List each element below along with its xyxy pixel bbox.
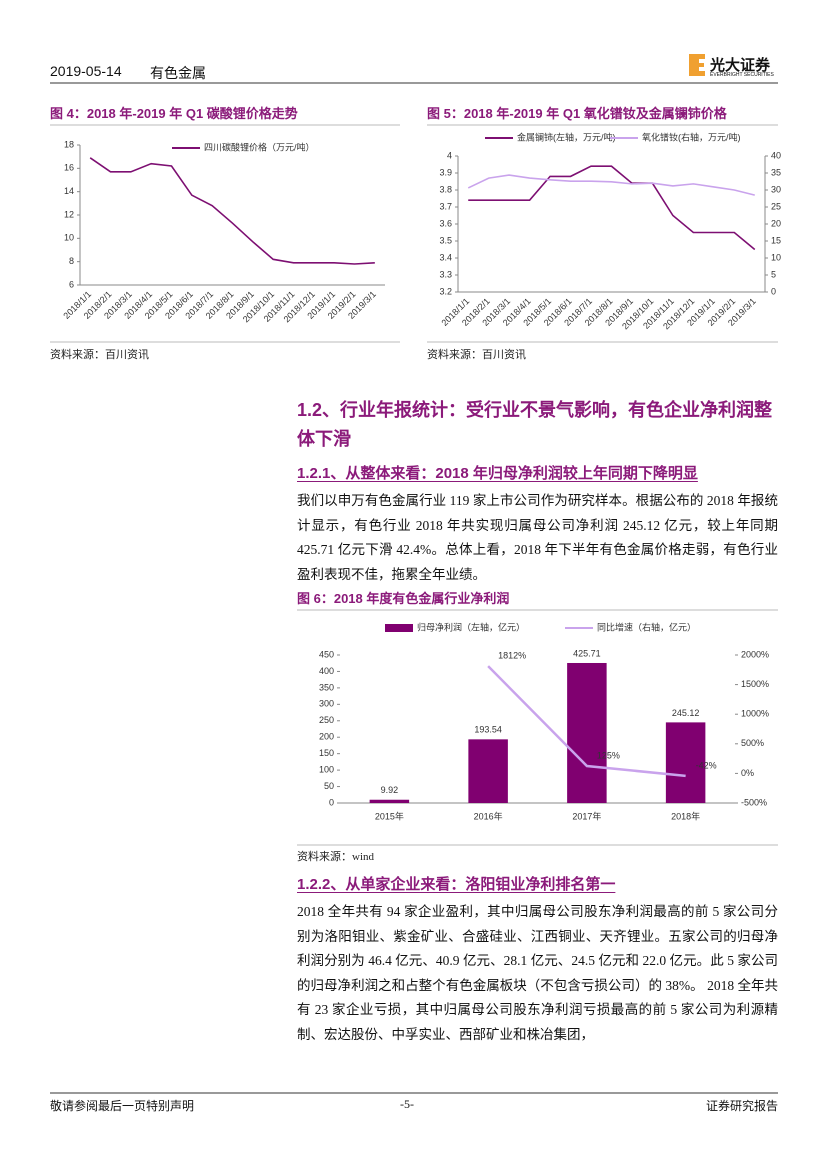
line-series (487, 665, 686, 778)
section-heading: 1.2、行业年报统计：受行业不景气影响，有色企业净利润整体下滑 (297, 400, 773, 449)
y2-tick-label: 40 (771, 150, 781, 160)
line-series (468, 165, 756, 251)
y-tick-label: 3.4 (439, 252, 452, 262)
data-label: 9.92 (381, 785, 399, 795)
data-label: 125% (597, 750, 620, 760)
y-tick-label: 3.7 (439, 201, 452, 211)
bar (369, 799, 410, 803)
y2-tick-label: 500% (741, 738, 764, 748)
header-sector: 有色金属 (150, 67, 206, 82)
legend-label: 金属镧铈(左轴，万元/吨) (517, 131, 616, 142)
y-tick-label: 16 (64, 163, 74, 173)
x-tick-label: 2017年 (572, 810, 601, 821)
y-tick-label: 3.6 (439, 218, 452, 228)
figure-caption: 图 4：2018 年-2019 年 Q1 碳酸锂价格走势 (50, 106, 298, 121)
data-label: 1812% (498, 651, 526, 661)
legend-label: 归母净利润（左轴，亿元） (417, 621, 525, 632)
data-label: -42% (696, 760, 717, 770)
y2-tick-label: 10 (771, 252, 781, 262)
x-tick-label: 2018年 (671, 810, 700, 821)
y2-tick-label: 5 (771, 269, 776, 279)
bar (468, 739, 508, 803)
subsection-heading: 1.2.1、从整体来看：2018 年归母净利润较上年同期下降明显 (297, 465, 698, 482)
footer-disclaimer: 敬请参阅最后一页特别声明 (50, 1099, 195, 1113)
y2-tick-label: 0% (741, 768, 754, 778)
subsection-heading: 1.2.2、从单家企业来看：洛阳钼业净利排名第一 (297, 876, 616, 893)
y-tick-label: 18 (64, 139, 74, 149)
y-tick-label: 150 (319, 748, 334, 758)
paragraph: 我们以申万有色金属行业 119 家上市公司作为研究样本。根据公布的 2018 年… (297, 493, 778, 582)
y-tick-label: 450 (319, 649, 334, 659)
logo-text: 光大证券 (710, 58, 771, 74)
y-tick-label: 250 (319, 715, 334, 725)
y-tick-label: 3.3 (439, 269, 452, 279)
x-tick-label: 2015年 (375, 810, 404, 821)
y-tick-label: 300 (319, 699, 334, 709)
y-tick-label: 3.8 (439, 184, 452, 194)
logo-icon (689, 54, 705, 76)
figure-source: 资料来源：百川资讯 (427, 349, 526, 361)
legend-swatch (385, 624, 413, 632)
y2-tick-label: 20 (771, 218, 781, 228)
data-label: 425.71 (573, 648, 601, 658)
header-date: 2019-05-14 (50, 63, 122, 79)
y-tick-label: 10 (64, 233, 74, 243)
y2-tick-label: 15 (771, 235, 781, 245)
y-tick-label: 3.9 (439, 167, 452, 177)
y-tick-label: 50 (324, 781, 334, 791)
line-series (89, 157, 375, 265)
legend-label: 四川碳酸锂价格（万元/吨） (204, 141, 315, 152)
data-label: 193.54 (474, 725, 502, 735)
line-series (467, 174, 755, 196)
y-tick-label: 14 (64, 186, 74, 196)
y2-tick-label: 1000% (741, 709, 769, 719)
bar (567, 662, 607, 803)
y2-tick-label: 0 (771, 286, 776, 296)
y-tick-label: 0 (329, 797, 334, 807)
y-tick-label: 100 (319, 764, 334, 774)
y-tick-label: 3.5 (439, 235, 452, 245)
legend-label: 同比增速（右轴，亿元） (597, 621, 696, 632)
y2-tick-label: 30 (771, 184, 781, 194)
y-tick-label: 8 (69, 256, 74, 266)
figure-caption: 图 6：2018 年度有色金属行业净利润 (297, 591, 510, 606)
y2-tick-label: 2000% (741, 649, 769, 659)
y-tick-label: 4 (447, 150, 452, 160)
y-tick-label: 3.2 (439, 286, 452, 296)
figure-source: 资料来源：百川资讯 (50, 349, 149, 361)
data-label: 245.12 (672, 708, 700, 718)
figure-caption: 图 5：2018 年-2019 年 Q1 氧化镨钕及金属镧铈价格 (427, 106, 727, 121)
y-tick-label: 6 (69, 279, 74, 289)
y2-tick-label: -500% (741, 797, 767, 807)
figure-source: 资料来源：wind (297, 851, 374, 863)
bar (665, 722, 706, 803)
paragraph: 2018 全年共有 94 家企业盈利，其中归属母公司股东净利润最高的前 5 家公… (297, 904, 778, 1042)
footer-page: -5- (400, 1097, 414, 1111)
y-tick-label: 350 (319, 682, 334, 692)
logo-subtext: EVERBRIGHT SECURITIES (710, 72, 774, 78)
y-tick-label: 12 (64, 209, 74, 219)
y-tick-label: 400 (319, 666, 334, 676)
y2-tick-label: 25 (771, 201, 781, 211)
legend-label: 氧化镨钕(右轴，万元/吨) (642, 131, 741, 142)
y2-tick-label: 1500% (741, 679, 769, 689)
y2-tick-label: 35 (771, 167, 781, 177)
x-tick-label: 2016年 (474, 810, 503, 821)
footer-report: 证券研究报告 (705, 1099, 778, 1113)
y-tick-label: 200 (319, 732, 334, 742)
